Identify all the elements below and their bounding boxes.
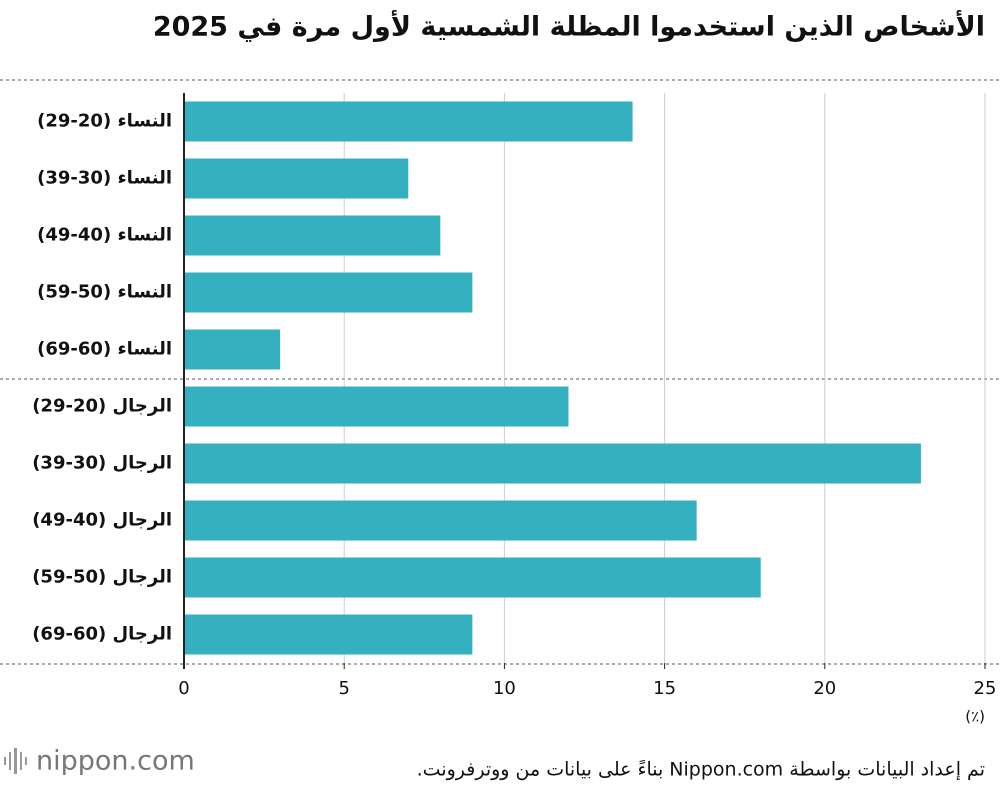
bar <box>184 158 409 199</box>
y-tick-label: الرجال (50-59) <box>32 567 172 588</box>
x-tick-label: 0 <box>178 678 189 699</box>
y-tick-label: النساء (40-49) <box>37 225 172 246</box>
x-tick-label: 25 <box>974 678 997 699</box>
chart-title: الأشخاص الذين استخدموا المظلة الشمسية لأ… <box>153 10 985 43</box>
bar <box>184 557 761 598</box>
y-tick-label: الرجال (40-49) <box>32 510 172 531</box>
bar <box>184 614 473 655</box>
y-tick-label: النساء (50-59) <box>37 282 172 303</box>
bar <box>184 500 697 541</box>
bar <box>184 272 473 313</box>
y-tick-label: الرجال (60-69) <box>32 624 172 645</box>
x-tick-label: 5 <box>338 678 349 699</box>
x-tick-label: 10 <box>493 678 516 699</box>
x-tick-label: 15 <box>653 678 676 699</box>
logo-icon <box>4 748 27 774</box>
bar <box>184 215 441 256</box>
y-tick-label: النساء (20-29) <box>37 111 172 132</box>
y-tick-label: الرجال (30-39) <box>32 453 172 474</box>
bar <box>184 386 569 427</box>
y-tick-label: الرجال (20-29) <box>32 396 172 417</box>
x-tick-label: 20 <box>813 678 836 699</box>
bar <box>184 329 281 370</box>
unit-label: (٪) <box>965 708 985 726</box>
bar <box>184 101 633 142</box>
bar <box>184 443 921 484</box>
source: تم إعداد البيانات بواسطة Nippon.com بناء… <box>417 759 985 782</box>
y-tick-label: النساء (60-69) <box>37 339 172 360</box>
y-tick-label: النساء (30-39) <box>37 168 172 189</box>
logo: nippon.com <box>36 746 195 777</box>
